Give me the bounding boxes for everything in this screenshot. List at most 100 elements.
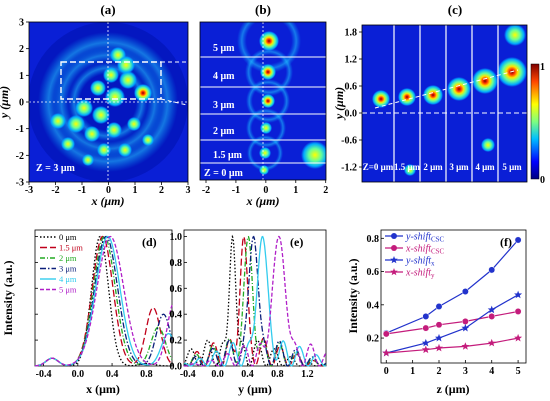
panel-f-frame (380, 229, 527, 364)
x-tick-label: 0 (384, 366, 389, 377)
legend-label-main: x-shift (405, 268, 431, 279)
panel-e-series (183, 234, 327, 367)
panel-e-x-axis-label: y (μm) (238, 382, 272, 396)
legend-label: y-shiftCSC (405, 232, 445, 244)
panel-c-strip-label: 2 μm (423, 162, 443, 172)
legend-marker (390, 268, 398, 276)
series-line-3 (183, 235, 327, 367)
x-tick-label: 0 (106, 185, 111, 196)
y-tick-label: 1.0 (170, 232, 183, 243)
colorbar-max-label: 1 (540, 62, 545, 73)
y-tick-label: 1.2 (345, 55, 358, 66)
series-line-0 (183, 234, 327, 367)
panel-e-chart: (e) -0.4 0.0 0.4 0.8 1.20.00.20.40.60.81.0 y… (170, 229, 327, 396)
legend-label: y-shiftx (405, 256, 435, 268)
series-line-2 (34, 235, 173, 367)
data-point (422, 313, 430, 320)
series-line-1 (183, 235, 327, 367)
x-tick-label: 0.0 (72, 369, 85, 380)
series-line-1 (386, 310, 519, 335)
y-tick-label: 0.6 (367, 267, 380, 278)
x-tick-label: 3 (463, 366, 468, 377)
legend-label: x-shiftCSC (405, 244, 445, 256)
panel-b-strip-label: 1.5 μm (213, 150, 243, 161)
panel-f-label: (f) (500, 235, 512, 249)
panel-d-chart: (d) -0.4 0.0 0.4 0.8 0 μm1.5 μm2 μm3 μm4 μm… (1, 229, 173, 396)
data-point (461, 342, 470, 350)
data-point (461, 317, 469, 325)
panel-a-y-ticks: 3 2 1 0 -1 -2 -3 (16, 18, 29, 189)
data-point (488, 266, 496, 274)
panel-a-z-annotation: Z = 3 μm (36, 163, 76, 174)
data-point (435, 343, 443, 352)
y-tick-label: 0.8 (170, 258, 183, 269)
legend-label: x-shifty (405, 268, 435, 280)
panel-b: (b) 5 μm 4 μm 3 μm 2 (199, 2, 328, 208)
series-line-5 (183, 235, 327, 367)
x-tick-label: 1 (293, 185, 298, 196)
panel-b-strip-label: Z = 0 μm (204, 168, 244, 179)
x-tick-label: 0.0 (211, 369, 224, 380)
x-tick-label: 0.8 (271, 369, 284, 380)
data-point (461, 288, 469, 295)
data-point (382, 348, 391, 357)
panel-f-y-axis-label: Intensity (a.u.) (346, 258, 360, 333)
x-tick-label: -2 (51, 185, 59, 196)
legend-label-main: y-shift (405, 256, 431, 267)
panel-c-heatmap (362, 25, 527, 182)
x-tick-label: 0.8 (140, 369, 153, 380)
panel-b-strip-label: 2 μm (213, 126, 235, 137)
colorbar (530, 63, 540, 180)
x-tick-label: 0.4 (241, 369, 254, 380)
panel-c-strip-label: 4 μm (475, 162, 495, 172)
y-tick-label: 1 (19, 71, 24, 82)
data-point (487, 338, 496, 347)
x-tick-label: -2 (202, 185, 210, 196)
panel-a-y-axis-label: y (μm) (0, 86, 11, 120)
panel-a-x-ticks: -3 -2 -1 0 1 2 3 (25, 182, 191, 196)
data-point (488, 313, 496, 320)
y-tick-label: -2 (16, 151, 24, 162)
panel-f-x-axis-label: z (μm) (436, 382, 469, 396)
legend-marker (391, 233, 397, 239)
legend-label: 1.5 μm (59, 243, 83, 253)
x-tick-label: 3 (186, 185, 191, 196)
panel-b-strip-label: 5 μm (213, 43, 235, 54)
panel-c-strip-label: 3 μm (449, 162, 469, 172)
legend-label: 0 μm (59, 232, 77, 242)
data-point (435, 333, 443, 342)
panel-c-strip-label: 5 μm (502, 162, 522, 172)
x-tick-label: 0.4 (106, 369, 119, 380)
x-tick-label: -0.4 (180, 369, 196, 380)
zoom-region-box (60, 61, 162, 100)
y-tick-label: -0.6 (341, 136, 357, 147)
legend-label-subscript: CSC (431, 236, 445, 244)
panel-c-strip-dividers (393, 25, 499, 182)
x-tick-label: 0 (263, 185, 268, 196)
x-tick-label: 1 (410, 366, 415, 377)
panel-d-ticks: -0.4 0.0 0.4 0.8 (35, 236, 153, 380)
y-tick-label: 0.8 (367, 234, 380, 245)
x-tick-label: 5 (516, 366, 521, 377)
panel-a-label: (a) (100, 2, 115, 17)
panel-b-strip-dividers (200, 56, 326, 164)
x-tick-label: 1.2 (301, 369, 314, 380)
panel-c-strip-labels: Z=0 μm 1.5 μm 2 μm 3 μm 4 μm 5 μm (363, 162, 522, 172)
data-point (514, 236, 522, 244)
y-tick-label: -1.2 (341, 163, 357, 174)
y-tick-label: 1.8 (345, 28, 358, 39)
legend-label: 2 μm (59, 253, 77, 263)
y-tick-label: 0.0 (345, 109, 358, 120)
legend-label: 5 μm (59, 285, 77, 295)
panel-f-series (382, 236, 523, 357)
y-tick-label: 0.2 (170, 336, 183, 347)
y-tick-label: -3 (16, 178, 24, 189)
panel-e-label: (e) (290, 235, 303, 249)
y-tick-label: 0.6 (170, 284, 183, 295)
legend-label: 3 μm (59, 264, 77, 274)
series-line-2 (386, 294, 519, 354)
x-tick-label: -3 (25, 185, 33, 196)
panel-a: (a) (0, 2, 201, 208)
